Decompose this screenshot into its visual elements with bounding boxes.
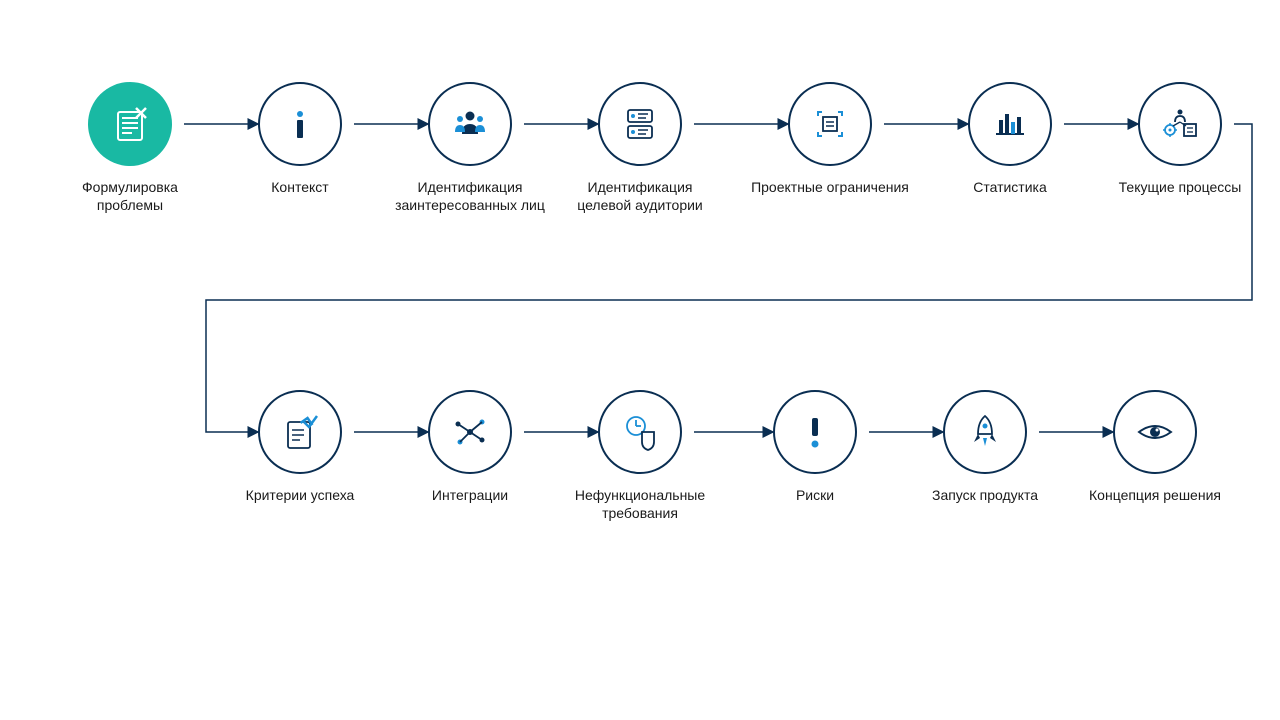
connector-wrap (0, 0, 1280, 720)
